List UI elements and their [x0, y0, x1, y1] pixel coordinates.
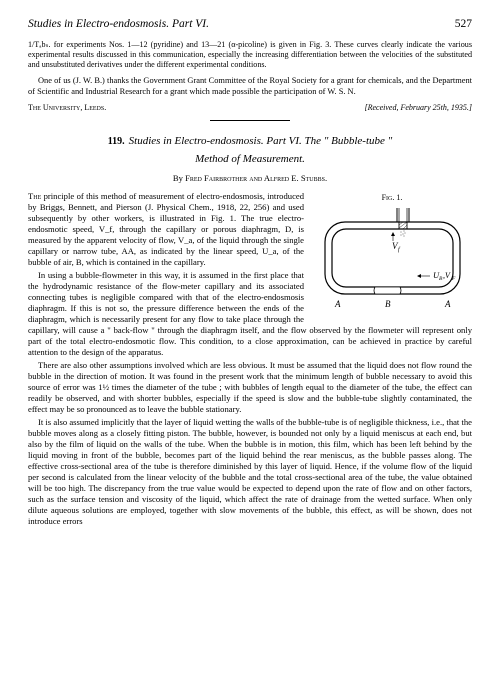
byline: By Fred Fairbrother and Alfred E. Stubbs… — [28, 173, 472, 183]
affiliation: The University, Leeds. — [28, 103, 106, 112]
fig-label-a-left: A — [334, 299, 341, 309]
svg-text:,V: ,V — [443, 271, 451, 280]
figure-1: Fig. 1. V f — [312, 193, 472, 319]
paper-title-line1: Studies in Electro-endosmosis. Part VI. … — [129, 135, 393, 147]
fig-label-b: B — [385, 299, 391, 309]
body-p1-text: principle of this method of measurement … — [28, 191, 304, 267]
divider-rule — [210, 120, 290, 121]
fig-label-a-right: A — [444, 299, 451, 309]
paper-title-line2: Method of Measurement. — [195, 153, 305, 165]
acknowledgment: One of us (J. W. B.) thanks the Governme… — [28, 76, 472, 98]
figure-caption: Fig. 1. — [312, 193, 472, 202]
svg-text:F: F — [451, 276, 456, 282]
svg-text:f: f — [398, 246, 401, 253]
top-note: 1/Tₐbₛ. for experiments Nos. 1—12 (pyrid… — [28, 40, 472, 70]
body-p4: It is also assumed implicitly that the l… — [28, 417, 472, 527]
body-p3: There are also other assumptions involve… — [28, 360, 472, 415]
figure-diagram: V f U B ,V F A B A — [315, 204, 470, 319]
running-head-title: Studies in Electro-endosmosis. Part VI. — [28, 18, 209, 30]
affiliation-row: The University, Leeds. [Received, Februa… — [28, 103, 472, 112]
paper-number: 119. — [108, 136, 125, 147]
lead-word: The — [28, 191, 41, 201]
running-head: Studies in Electro-endosmosis. Part VI. … — [28, 18, 472, 30]
byline-authors: Fred Fairbrother and Alfred E. Stubbs. — [185, 173, 327, 183]
title-block: 119. Studies in Electro-endosmosis. Part… — [28, 131, 472, 167]
page: Studies in Electro-endosmosis. Part VI. … — [0, 0, 500, 541]
byline-by: By — [173, 173, 185, 183]
received-date: [Received, February 25th, 1935.] — [364, 103, 472, 112]
page-number: 527 — [455, 18, 472, 30]
